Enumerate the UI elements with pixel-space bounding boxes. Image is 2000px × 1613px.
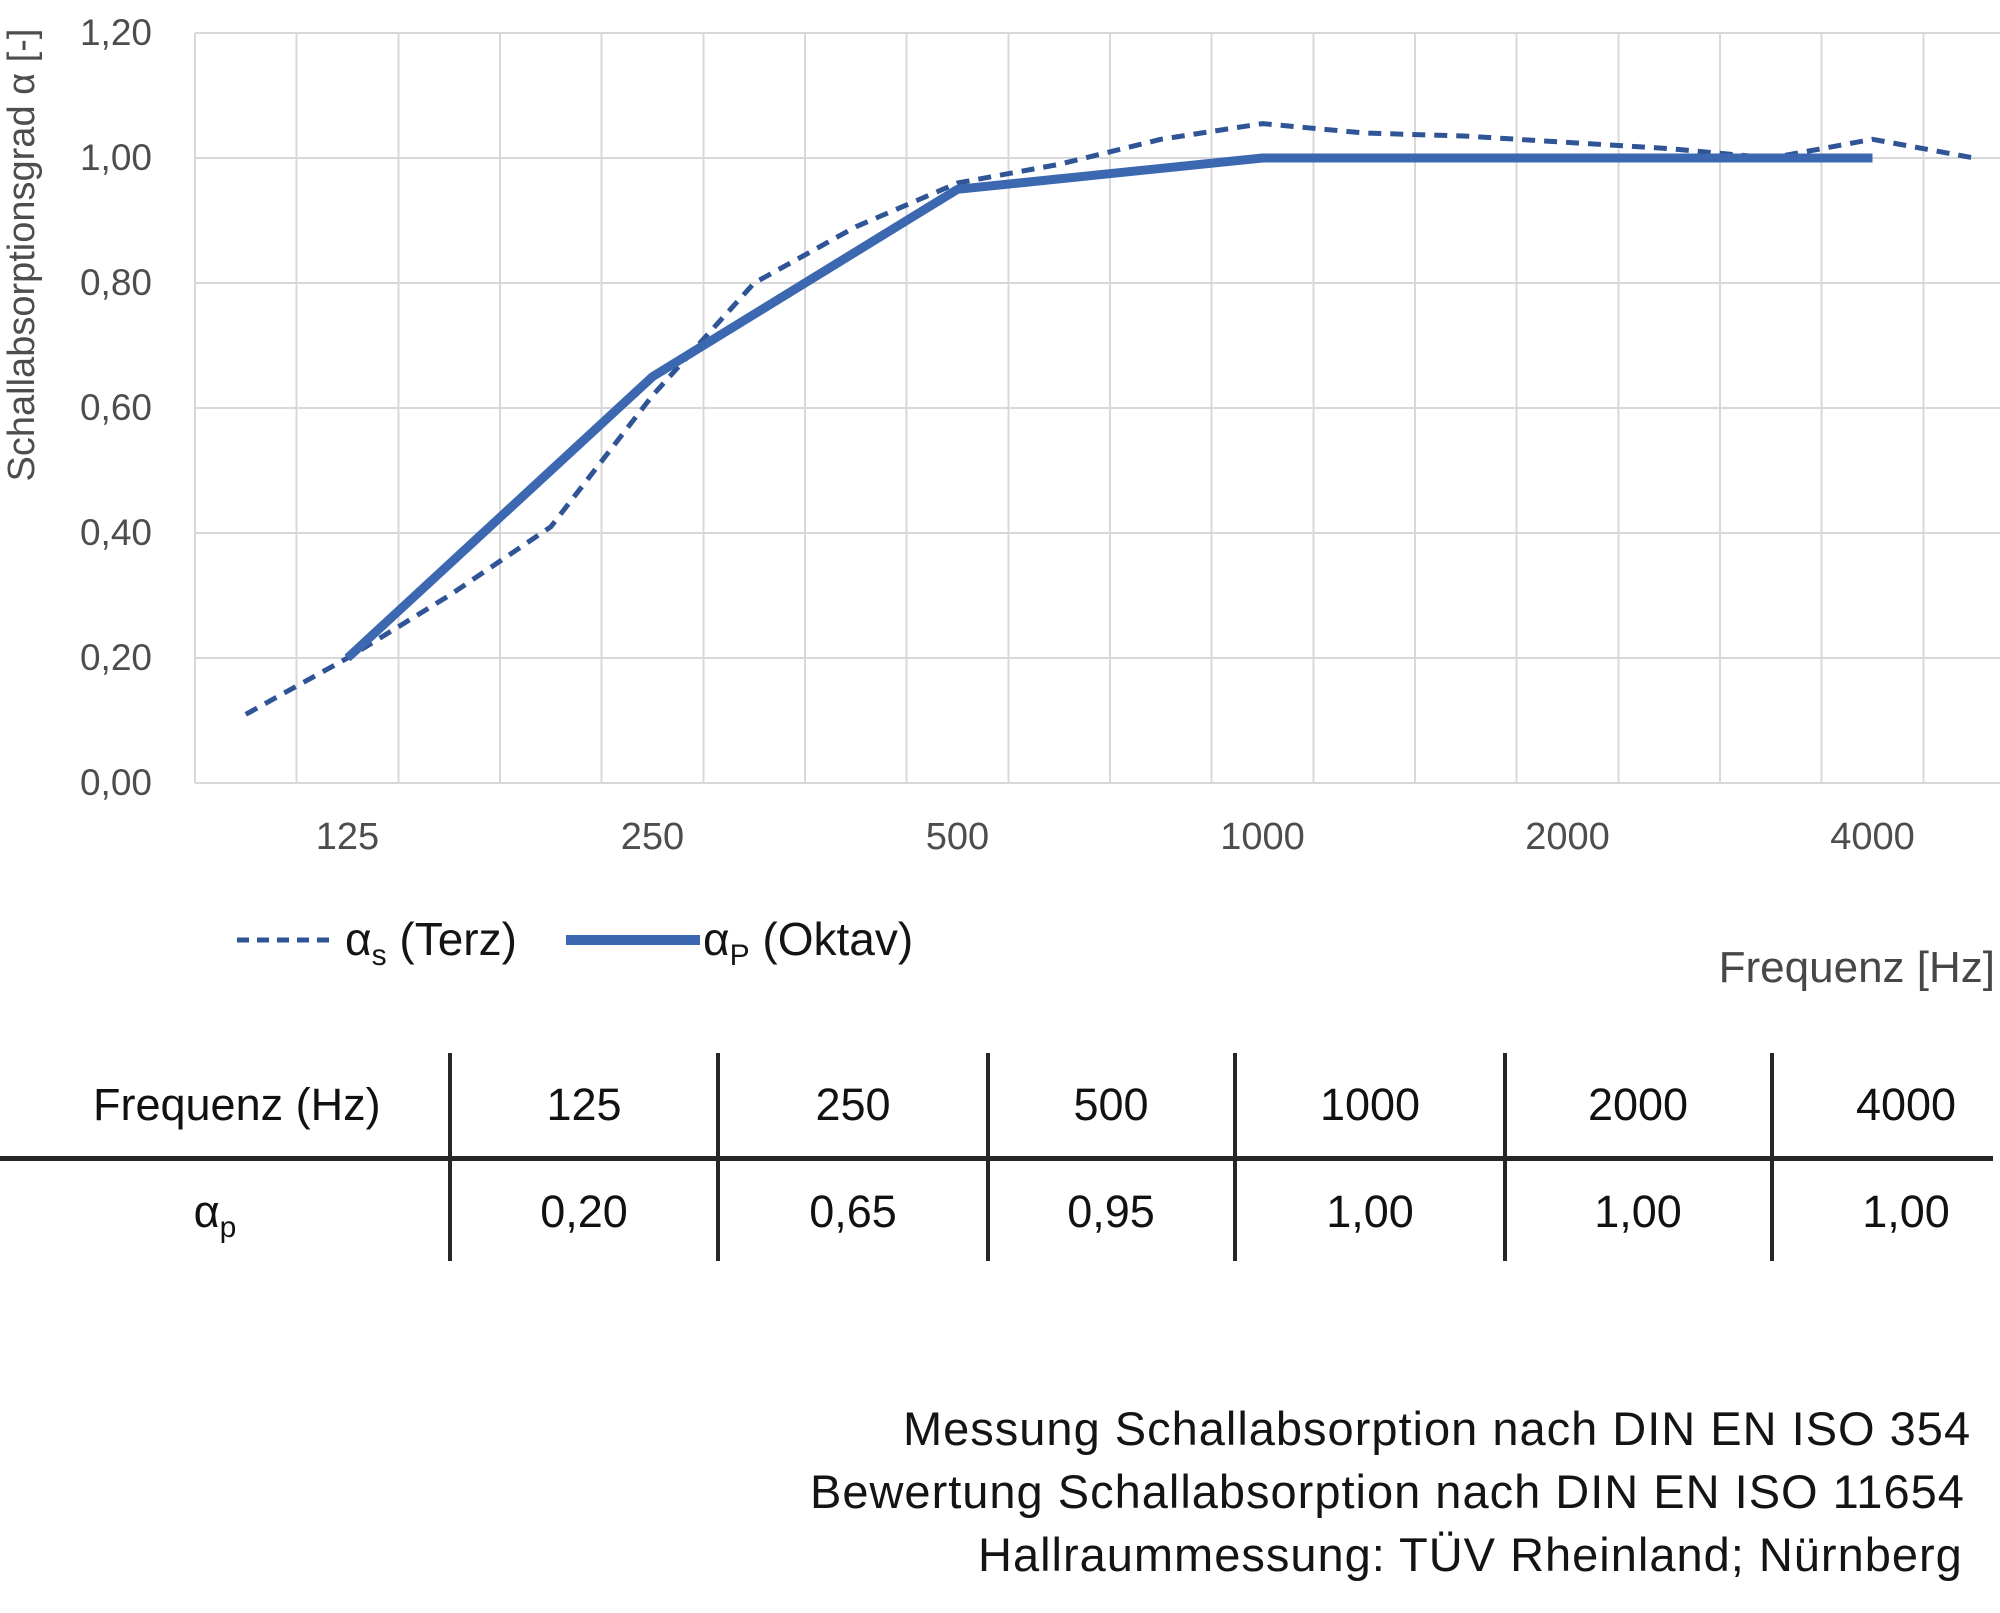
legend-swatch-dashed (237, 937, 332, 943)
legend-swatch-solid (566, 935, 700, 945)
x-axis-tick-label: 250 (620, 816, 685, 858)
table-value-cell: 1,00 (1594, 1186, 1682, 1237)
series-line-ap-oktav (344, 153, 1873, 662)
table-header-cell: 125 (546, 1079, 622, 1130)
table-value-cell: 1,00 (1326, 1186, 1414, 1237)
y-axis-tick-label: 0,00 (79, 762, 152, 803)
x-axis-tick-label: 125 (315, 816, 380, 858)
table-value-cell: 1,00 (1862, 1186, 1950, 1237)
x-axis-title: Frequenz [Hz] (1718, 943, 1995, 992)
plot-area (194, 32, 2000, 784)
table-value-cell: 0,65 (809, 1186, 897, 1237)
table-header-frequency-label: Frequenz (Hz) (93, 1079, 381, 1130)
absorption-chart: Schallabsorptionsgrad α [-] 0,00 0,20 0,40… (1, 12, 2000, 992)
absorption-table: Frequenz (Hz) 125 250 500 1000 2000 4000 αp 0,20… (0, 1040, 2000, 1280)
x-axis-tick-label: 4000 (1830, 816, 1915, 858)
x-axis-tick-label: 2000 (1525, 816, 1610, 858)
grid-lines (194, 32, 2000, 784)
x-axis-tick-label: 1000 (1220, 816, 1305, 858)
table-row-label-alpha-p: αp (193, 1186, 237, 1244)
legend-label-as-terz: αs (Terz) (345, 913, 517, 973)
series-line-as-terz (244, 121, 1975, 717)
y-axis-tick-label: 0,40 (79, 512, 152, 553)
y-axis-tick-label: 1,20 (79, 12, 152, 53)
table-header-cell: 1000 (1319, 1079, 1421, 1130)
y-axis-tick-label: 0,60 (79, 387, 152, 428)
table-header-cell: 4000 (1855, 1079, 1957, 1130)
table-value-cell: 0,20 (540, 1186, 628, 1237)
x-axis-tick-label: 500 (925, 816, 990, 858)
footer-line: Bewertung Schallabsorption nach DIN EN I… (810, 1465, 1965, 1518)
footer-line: Messung Schallabsorption nach DIN EN ISO… (903, 1402, 1972, 1455)
legend-label-ap-oktav: αP (Oktav) (703, 913, 914, 973)
table-header-cell: 250 (815, 1079, 891, 1130)
y-axis-tick-label: 0,80 (79, 262, 152, 303)
footer-line: Hallraummessung: TÜV Rheinland; Nürnberg (978, 1528, 1963, 1581)
footer-notes: Messung Schallabsorption nach DIN EN ISO… (0, 1380, 2000, 1613)
table-header-divider (0, 1156, 1993, 1161)
y-axis-tick-label: 1,00 (79, 137, 152, 178)
series-lines (244, 121, 1975, 717)
y-axis-tick-label: 0,20 (79, 637, 152, 678)
table-value-cell: 0,95 (1067, 1186, 1155, 1237)
table-header-cell: 2000 (1587, 1079, 1689, 1130)
table-header-cell: 500 (1073, 1079, 1149, 1130)
